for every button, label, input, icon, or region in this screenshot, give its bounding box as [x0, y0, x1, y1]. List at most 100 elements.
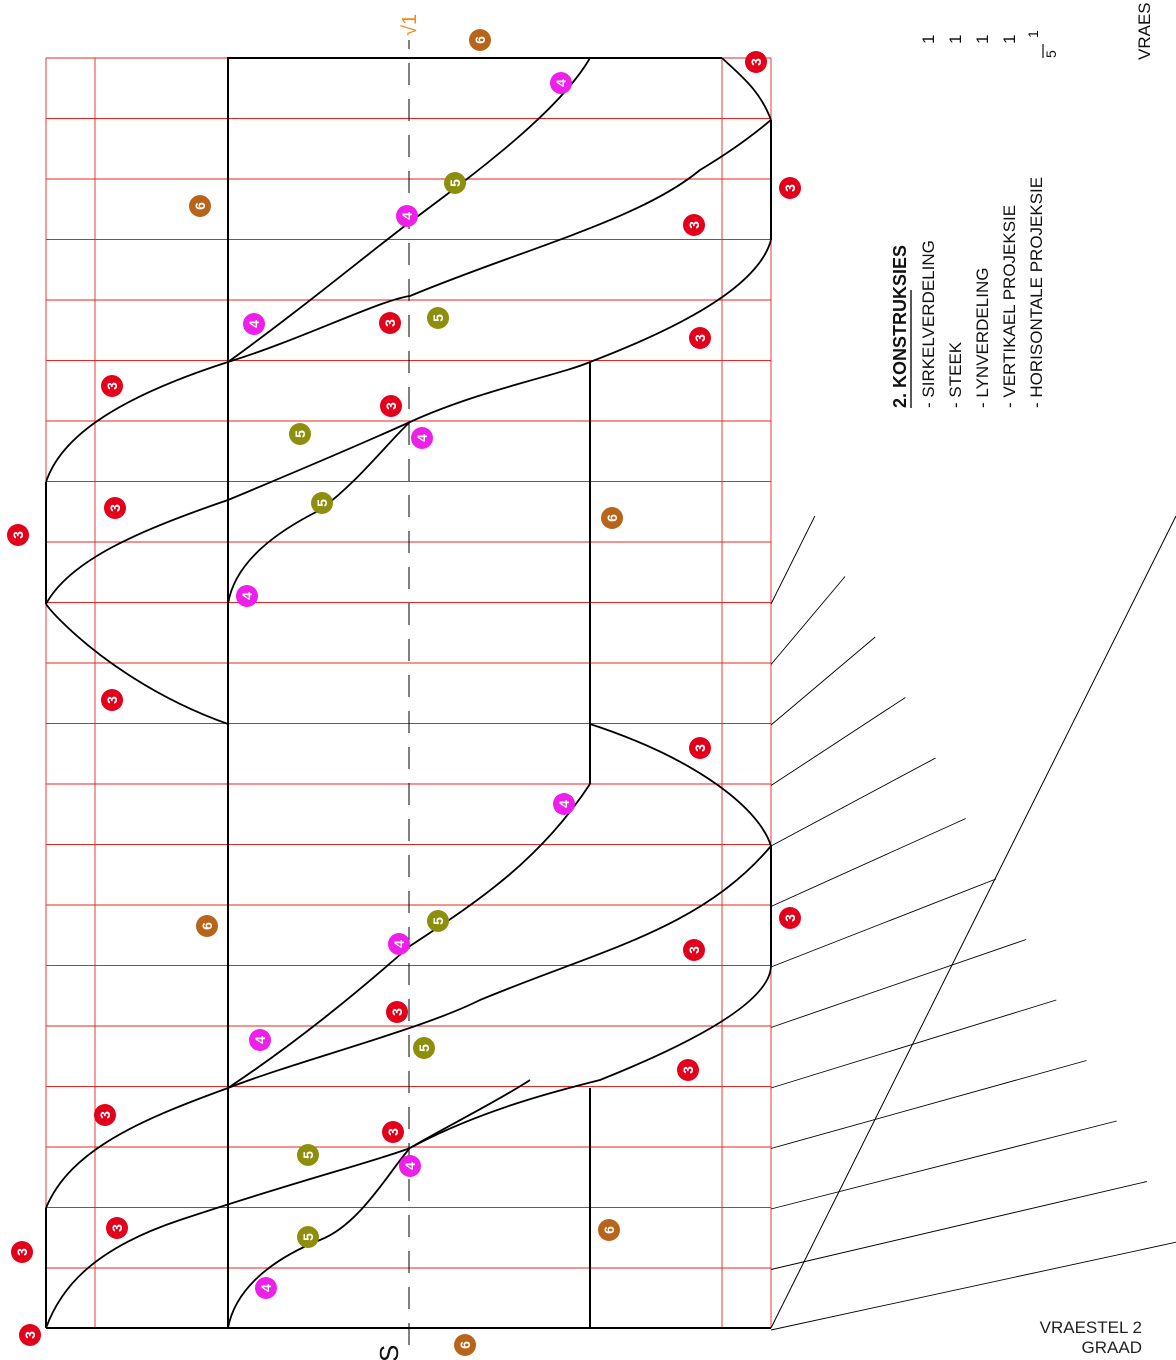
legend-heading: 2. KONSTRUKSIES [890, 245, 910, 408]
marker-3-label: 3 [692, 744, 708, 752]
marker-3-label: 3 [385, 1128, 401, 1136]
marker-6-label: 6 [604, 514, 620, 522]
marker-3-label: 3 [97, 1111, 113, 1119]
marker-3-label: 3 [389, 1008, 405, 1016]
legend-mark-4: 1 [1000, 35, 1019, 44]
helix-curve [721, 57, 772, 121]
marker-5-label: 5 [416, 1044, 432, 1052]
marker-5-label: 5 [430, 314, 446, 322]
marker-3-label: 3 [107, 504, 123, 512]
marker-6: 6 [598, 1219, 620, 1241]
marker-3-disc [683, 939, 705, 961]
marker-3-disc [689, 737, 711, 759]
marker-5-label: 5 [300, 1233, 316, 1241]
marker-3: 3 [101, 689, 123, 711]
marker-5: 5 [297, 1144, 319, 1166]
marker-4-label: 4 [553, 79, 569, 87]
marker-6-disc [601, 507, 623, 529]
marker-3: 3 [94, 1104, 116, 1126]
marker-3-disc [779, 177, 801, 199]
hatch-line [770, 999, 1057, 1089]
hatch-line [770, 939, 1027, 1028]
axis-end-label: √1 [399, 14, 421, 36]
marker-4-disc [399, 1155, 421, 1177]
marker-3-disc [689, 327, 711, 349]
marker-3-disc [104, 497, 126, 519]
marker-4-label: 4 [252, 1036, 268, 1044]
marker-4-disc [243, 313, 265, 335]
marker-3: 3 [779, 177, 801, 199]
marker-4-disc [550, 72, 572, 94]
marker-5-label: 5 [292, 430, 308, 438]
marker-5-disc [444, 172, 466, 194]
marker-3-disc [380, 395, 402, 417]
marker-4: 4 [388, 933, 410, 955]
marker-3: 3 [104, 497, 126, 519]
marker-3-disc [379, 312, 401, 334]
marker-5-disc [311, 492, 333, 514]
marker-6-disc [454, 1334, 476, 1356]
marker-4-label: 4 [414, 434, 430, 442]
marker-4-disc [396, 205, 418, 227]
marker-3-label: 3 [686, 946, 702, 954]
marker-4-disc [255, 1277, 277, 1299]
marker-3: 3 [11, 1241, 33, 1263]
marker-4-disc [249, 1029, 271, 1051]
marker-3-label: 3 [382, 319, 398, 327]
marker-3: 3 [379, 312, 401, 334]
marker-4: 4 [243, 313, 265, 335]
marker-3-label: 3 [104, 696, 120, 704]
marker-5: 5 [427, 910, 449, 932]
legend-item-horisontale-projeksie: - HORISONTALE PROJEKSIE [1027, 177, 1046, 408]
top-right-label: VRAES [1135, 2, 1154, 60]
marker-3: 3 [101, 375, 123, 397]
marker-5-label: 5 [430, 917, 446, 925]
marker-5-disc [427, 307, 449, 329]
footer-line-2: GRAAD [1081, 1338, 1142, 1357]
marker-4: 4 [396, 205, 418, 227]
marker-5-disc [297, 1226, 319, 1248]
marker-3: 3 [689, 327, 711, 349]
marker-3: 3 [380, 395, 402, 417]
hatch-line [770, 878, 997, 968]
marker-3: 3 [689, 737, 711, 759]
legend-mark-2: 1 [946, 35, 965, 44]
marker-3: 3 [683, 939, 705, 961]
marker-3: 3 [382, 1121, 404, 1143]
marker-3-label: 3 [10, 531, 26, 539]
marker-4-label: 4 [246, 320, 262, 328]
inner-cylinder-edge [227, 57, 722, 1328]
marker-3-disc [7, 524, 29, 546]
hatch-lines [770, 515, 1176, 1331]
legend-item-sirkelverdeling: - SIRKELVERDELING [919, 240, 938, 408]
marker-5: 5 [427, 307, 449, 329]
marker-6: 6 [196, 915, 218, 937]
marker-3-label: 3 [680, 1066, 696, 1074]
marker-6-disc [598, 1219, 620, 1241]
marker-5: 5 [413, 1037, 435, 1059]
marker-3-label: 3 [692, 334, 708, 342]
marker-3-label: 3 [22, 1331, 38, 1339]
marker-3-label: 3 [748, 58, 764, 66]
hatch-line [770, 757, 936, 847]
marker-6-disc [189, 195, 211, 217]
helix-curve [45, 119, 772, 483]
marker-3: 3 [386, 1001, 408, 1023]
footer: VRAESTEL 2 GRAAD [990, 1318, 1142, 1358]
marker-5-label: 5 [447, 179, 463, 187]
legend-mark-3: 1 [973, 35, 992, 44]
marker-4: 4 [236, 585, 258, 607]
legend: 2. KONSTRUKSIES - SIRKELVERDELING - STEE… [890, 177, 1046, 408]
marker-3-disc [101, 375, 123, 397]
marker-3-label: 3 [686, 221, 702, 229]
marker-3-disc [779, 907, 801, 929]
marker-5-label: 5 [300, 1151, 316, 1159]
footer-line-1: VRAESTEL 2 [1039, 1318, 1142, 1337]
marker-3-disc [106, 1217, 128, 1239]
marker-6-label: 6 [472, 36, 488, 44]
marker-6-label: 6 [457, 1341, 473, 1349]
helix-curve [227, 783, 591, 1089]
marker-4: 4 [249, 1029, 271, 1051]
marker-5-disc [427, 910, 449, 932]
marker-4-label: 4 [258, 1284, 274, 1292]
